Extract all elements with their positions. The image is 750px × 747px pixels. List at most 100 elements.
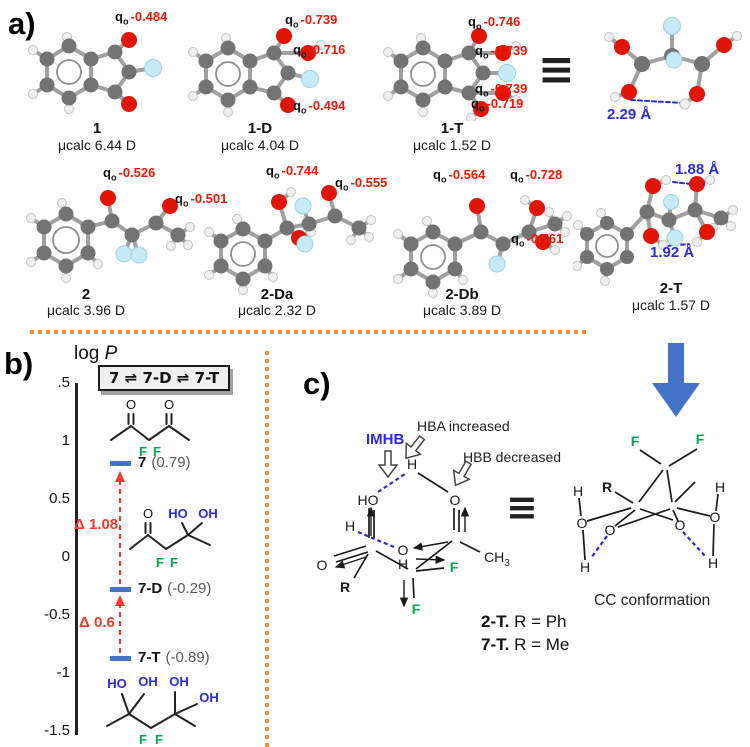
- molecule-2-name: 2: [81, 286, 91, 303]
- legend-2t: 2-T. R = Ph: [481, 612, 567, 631]
- charge-m1-o1: qo -0.484: [115, 9, 168, 27]
- charge-m1t-o1: qo -0.746: [468, 14, 521, 32]
- charge-m2db-o2: qo -0.728: [510, 167, 563, 185]
- equilibrium-box: 7 ⇌ 7-D ⇌ 7-T: [98, 365, 231, 391]
- charge-m2da-o1: qo -0.744: [266, 163, 319, 181]
- molecule-1-render: [28, 32, 162, 114]
- molecule-2t-mu: μcalc 1.57 D: [631, 297, 711, 313]
- atom-H: H: [573, 483, 583, 499]
- charge-m1t-o2: qo -0.739: [475, 43, 528, 61]
- molecule-1d-mu: μcalc 4.04 D: [220, 137, 300, 153]
- atom-O: O: [605, 522, 616, 538]
- charge-m1d-o3: qo -0.494: [293, 98, 346, 116]
- level-label-7t: 7-T (-0.89): [138, 649, 210, 666]
- scheme-left-structure: H O HO H O H O R F F CH3: [317, 456, 511, 617]
- structure-7-skeletal: O O F F: [110, 397, 190, 458]
- molecule-1t-render: [383, 28, 521, 121]
- charge-m2-o2: qo -0.501: [175, 191, 228, 209]
- charge-m1d-o1: qo -0.739: [285, 12, 338, 30]
- molecule-1-name: 1: [92, 120, 102, 137]
- blue-down-arrow: [652, 343, 700, 417]
- y-axis: [75, 383, 78, 735]
- atom-CH3: CH3: [484, 549, 510, 569]
- delta-1-label: Δ 1.08: [74, 516, 119, 533]
- atom-F: F: [412, 601, 421, 617]
- tick-1-5: .5: [57, 374, 70, 391]
- level-label-7: 7 (0.79): [138, 454, 191, 471]
- molecule-1t-alt-render: [604, 17, 742, 110]
- atom-OH: OH: [199, 690, 219, 705]
- hbb-hollow-arrow: [452, 460, 473, 487]
- atom-O: O: [143, 506, 153, 521]
- molecule-2t-name: 2-T: [659, 280, 683, 297]
- tick-neg1-5: -1.5: [44, 722, 70, 739]
- panel-c-label: c): [303, 366, 331, 401]
- legend-7t: 7-T. R = Me: [481, 635, 570, 654]
- axis-title: log P: [74, 343, 118, 364]
- atom-H: H: [345, 518, 355, 534]
- cc-conformation-label: CC conformation: [594, 592, 711, 609]
- atom-O: O: [398, 542, 409, 558]
- atom-OH: OH: [138, 674, 158, 689]
- atom-O: O: [164, 397, 174, 412]
- charge-m1t-o4: qo -0.719: [471, 96, 524, 114]
- delta-2-label: Δ 0.6: [79, 614, 115, 631]
- atom-OH: OH: [169, 674, 189, 689]
- charge-m1d-o2: qo -0.716: [293, 42, 346, 60]
- molecule-1t-name: 1-T: [440, 120, 464, 137]
- molecule-2da-render: [204, 185, 376, 295]
- atom-F: F: [156, 555, 164, 570]
- molecule-2db-render: [393, 195, 572, 298]
- atom-F: F: [170, 555, 178, 570]
- charge-m2-o1: qo -0.526: [103, 165, 156, 183]
- atom-HO: HO: [168, 506, 188, 521]
- charge-m2da-o2: qo -0.555: [335, 175, 388, 193]
- tick-0-5: 0.5: [49, 490, 70, 507]
- atom-OH: OH: [198, 506, 218, 521]
- molecule-1t-mu: μcalc 1.52 D: [412, 137, 492, 153]
- atom-HO: HO: [107, 676, 127, 691]
- molecule-1d-render: [188, 28, 326, 117]
- molecule-2db-mu: μcalc 3.89 D: [422, 302, 502, 318]
- atom-O: O: [675, 517, 686, 533]
- panel-a-label: a): [8, 6, 36, 41]
- molecule-2da-mu: μcalc 2.32 D: [237, 302, 317, 318]
- distance-229: 2.29 Å: [607, 106, 652, 123]
- charge-m2db-o1: qo -0.564: [433, 167, 486, 185]
- molecule-2db-name: 2-Db: [445, 286, 479, 303]
- atom-F: F: [631, 433, 640, 449]
- atom-R: R: [340, 579, 350, 595]
- atom-F: F: [153, 444, 161, 458]
- equivalence-sign-row1: ≡: [538, 44, 575, 95]
- atom-F: F: [155, 732, 163, 746]
- structure-7d-skeletal: O HO OH F F: [129, 506, 218, 570]
- tick-neg1: -1: [56, 664, 70, 681]
- distance-188: 1.88 Å: [675, 161, 720, 178]
- panel-b-label: b): [4, 346, 34, 381]
- hbb-label: HBB decreased: [463, 449, 562, 465]
- divider-vertical: [265, 348, 269, 747]
- level-mark-7: [110, 461, 131, 466]
- level-label-7d: 7-D (-0.29): [138, 580, 212, 597]
- atom-O: O: [450, 492, 461, 508]
- atom-F: F: [450, 559, 459, 575]
- divider-horizontal: [30, 330, 586, 334]
- atom-H: H: [398, 556, 408, 572]
- delta-arrow-2: [115, 595, 125, 653]
- level-mark-7t: [110, 656, 131, 661]
- molecule-2t-render: [573, 175, 738, 286]
- molecule-1d-name: 1-D: [247, 120, 273, 137]
- atom-O: O: [710, 509, 721, 525]
- hba-label: HBA increased: [417, 418, 510, 434]
- structure-7t-skeletal: HO OH OH OH F F: [106, 674, 219, 746]
- atom-HO: HO: [358, 492, 379, 508]
- scheme-cc-conformation: F F R H H O O O O H H: [573, 431, 725, 575]
- tick-neg0-5: -0.5: [44, 606, 70, 623]
- atom-F: F: [139, 444, 147, 458]
- atom-R: R: [602, 479, 612, 495]
- distance-192: 1.92 Å: [650, 244, 695, 261]
- tick-0: 0: [61, 548, 70, 565]
- tick-1: 1: [61, 432, 70, 449]
- atom-H: H: [580, 559, 590, 575]
- charge-m1t-o3: qo -0.739: [475, 81, 528, 99]
